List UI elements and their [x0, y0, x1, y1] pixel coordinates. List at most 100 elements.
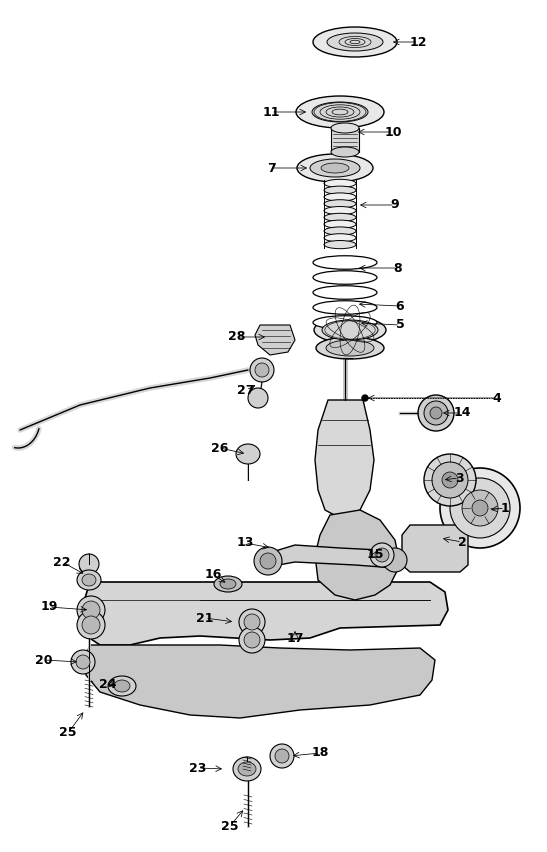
- Ellipse shape: [244, 614, 260, 630]
- Ellipse shape: [313, 301, 377, 314]
- Ellipse shape: [424, 401, 448, 425]
- Ellipse shape: [313, 316, 377, 329]
- Ellipse shape: [324, 220, 356, 228]
- Text: 24: 24: [99, 677, 117, 690]
- Text: 6: 6: [395, 300, 404, 313]
- Text: 27: 27: [237, 383, 255, 396]
- Ellipse shape: [239, 609, 265, 635]
- Ellipse shape: [324, 186, 356, 194]
- Text: 25: 25: [59, 727, 77, 740]
- Text: 13: 13: [236, 537, 254, 550]
- Ellipse shape: [296, 96, 384, 128]
- Ellipse shape: [424, 454, 476, 506]
- Ellipse shape: [79, 554, 99, 574]
- Ellipse shape: [77, 570, 101, 590]
- Ellipse shape: [440, 468, 520, 548]
- Text: 22: 22: [53, 556, 71, 568]
- Ellipse shape: [313, 27, 397, 57]
- Text: 10: 10: [384, 125, 401, 139]
- Ellipse shape: [450, 478, 510, 538]
- Text: 21: 21: [196, 612, 214, 625]
- Ellipse shape: [297, 154, 373, 182]
- Ellipse shape: [310, 159, 360, 177]
- Ellipse shape: [260, 553, 276, 569]
- Ellipse shape: [370, 543, 394, 567]
- Polygon shape: [255, 325, 295, 355]
- Text: 8: 8: [394, 262, 402, 274]
- Ellipse shape: [313, 256, 377, 269]
- Ellipse shape: [77, 611, 105, 639]
- Ellipse shape: [326, 340, 374, 356]
- Ellipse shape: [114, 680, 130, 692]
- Ellipse shape: [316, 337, 384, 359]
- Ellipse shape: [275, 749, 289, 763]
- Ellipse shape: [82, 601, 100, 619]
- Ellipse shape: [327, 33, 383, 51]
- Text: 3: 3: [455, 471, 463, 485]
- Text: 16: 16: [205, 568, 222, 582]
- Ellipse shape: [462, 490, 498, 526]
- Ellipse shape: [255, 363, 269, 377]
- Text: 1: 1: [501, 502, 509, 515]
- Ellipse shape: [108, 676, 136, 696]
- Text: 23: 23: [189, 762, 207, 774]
- Polygon shape: [82, 582, 448, 645]
- Circle shape: [362, 395, 368, 401]
- Ellipse shape: [82, 574, 96, 586]
- Ellipse shape: [239, 627, 265, 653]
- Ellipse shape: [250, 358, 274, 382]
- Ellipse shape: [324, 199, 356, 208]
- Text: 2: 2: [458, 536, 467, 549]
- Ellipse shape: [331, 147, 359, 157]
- Ellipse shape: [383, 548, 407, 572]
- Text: 19: 19: [40, 601, 57, 613]
- Text: 20: 20: [35, 653, 53, 666]
- Text: 18: 18: [311, 746, 329, 759]
- Text: 26: 26: [211, 441, 229, 454]
- Text: 7: 7: [266, 162, 275, 175]
- Ellipse shape: [313, 271, 377, 285]
- Polygon shape: [86, 645, 435, 718]
- Ellipse shape: [324, 240, 356, 249]
- Ellipse shape: [331, 123, 359, 133]
- Ellipse shape: [220, 579, 236, 589]
- Ellipse shape: [312, 102, 368, 122]
- Ellipse shape: [324, 233, 356, 242]
- Ellipse shape: [214, 576, 242, 592]
- Polygon shape: [315, 510, 400, 600]
- Text: 17: 17: [286, 631, 304, 644]
- Ellipse shape: [324, 179, 356, 187]
- Ellipse shape: [244, 632, 260, 648]
- Ellipse shape: [76, 655, 90, 669]
- Ellipse shape: [418, 395, 454, 431]
- Text: 28: 28: [228, 331, 246, 343]
- Text: 9: 9: [391, 199, 399, 211]
- Text: 12: 12: [409, 36, 427, 49]
- Ellipse shape: [77, 596, 105, 624]
- Ellipse shape: [324, 213, 356, 222]
- Polygon shape: [255, 545, 400, 568]
- Ellipse shape: [324, 193, 356, 201]
- Polygon shape: [402, 525, 468, 572]
- Ellipse shape: [238, 762, 256, 776]
- Ellipse shape: [236, 444, 260, 464]
- Text: 4: 4: [493, 392, 502, 405]
- Ellipse shape: [432, 462, 468, 498]
- Ellipse shape: [313, 285, 377, 299]
- Ellipse shape: [324, 227, 356, 235]
- Ellipse shape: [442, 472, 458, 488]
- Ellipse shape: [270, 744, 294, 768]
- Ellipse shape: [322, 320, 378, 340]
- Ellipse shape: [233, 757, 261, 781]
- Ellipse shape: [82, 616, 100, 634]
- Text: 11: 11: [262, 106, 280, 118]
- Ellipse shape: [430, 407, 442, 419]
- Ellipse shape: [472, 500, 488, 516]
- Text: 25: 25: [221, 820, 238, 832]
- Ellipse shape: [321, 163, 349, 173]
- Text: 15: 15: [366, 549, 384, 561]
- Ellipse shape: [254, 547, 282, 575]
- Ellipse shape: [248, 388, 268, 408]
- Text: 14: 14: [453, 406, 471, 419]
- Ellipse shape: [314, 317, 386, 343]
